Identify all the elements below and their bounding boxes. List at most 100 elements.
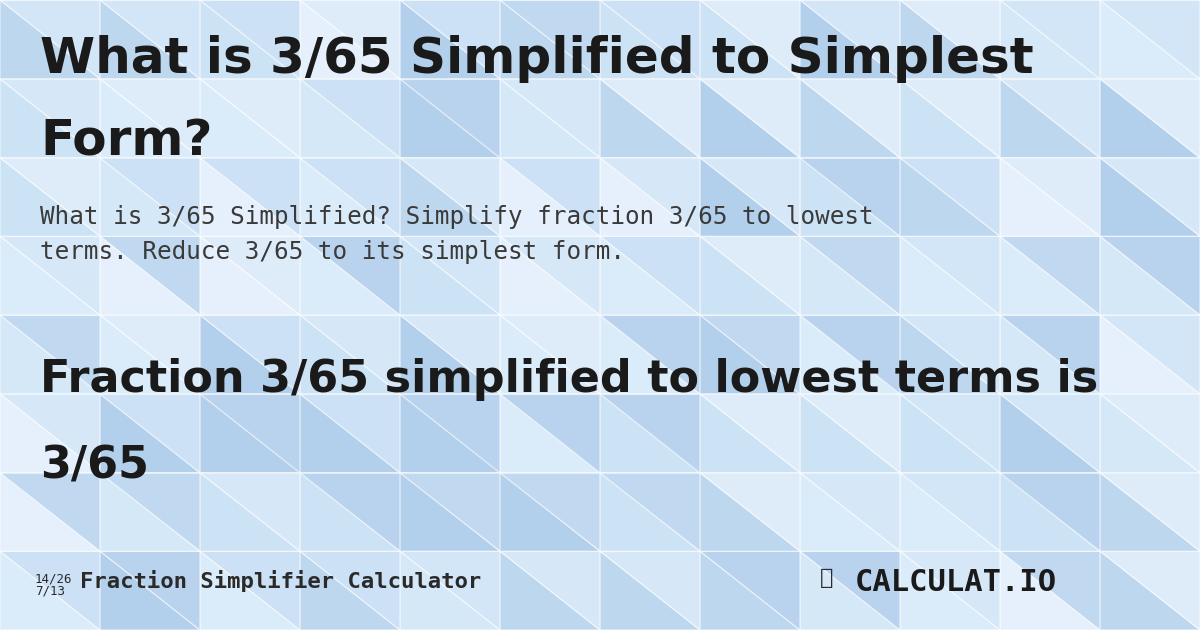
Polygon shape <box>700 79 800 158</box>
Polygon shape <box>500 158 600 236</box>
Polygon shape <box>700 236 800 315</box>
Polygon shape <box>1100 472 1200 551</box>
Polygon shape <box>700 158 800 236</box>
Polygon shape <box>600 79 700 158</box>
Polygon shape <box>0 551 100 630</box>
Polygon shape <box>700 394 800 472</box>
Polygon shape <box>100 236 200 315</box>
Polygon shape <box>0 472 100 551</box>
Polygon shape <box>200 551 300 630</box>
Polygon shape <box>1100 551 1200 630</box>
Polygon shape <box>900 0 1000 79</box>
Polygon shape <box>100 315 200 394</box>
Polygon shape <box>300 236 400 315</box>
Polygon shape <box>300 551 400 630</box>
Text: 14/26: 14/26 <box>35 572 72 585</box>
Polygon shape <box>0 315 100 394</box>
Polygon shape <box>1000 315 1100 394</box>
Polygon shape <box>200 79 300 158</box>
Polygon shape <box>200 394 300 472</box>
Polygon shape <box>800 236 900 315</box>
Polygon shape <box>1000 551 1100 630</box>
Polygon shape <box>400 315 500 394</box>
Polygon shape <box>100 236 200 315</box>
Polygon shape <box>400 79 500 158</box>
Polygon shape <box>900 79 1000 158</box>
Text: CALCULAT.IO: CALCULAT.IO <box>854 568 1057 597</box>
Polygon shape <box>100 472 200 551</box>
Polygon shape <box>100 472 200 551</box>
Polygon shape <box>700 551 800 630</box>
Polygon shape <box>1100 79 1200 158</box>
Polygon shape <box>1000 158 1100 236</box>
Polygon shape <box>1000 158 1100 236</box>
Polygon shape <box>700 315 800 394</box>
Polygon shape <box>600 315 700 394</box>
Polygon shape <box>0 0 100 79</box>
Polygon shape <box>100 79 200 158</box>
Polygon shape <box>1100 0 1200 79</box>
Polygon shape <box>800 0 900 79</box>
Polygon shape <box>700 472 800 551</box>
Polygon shape <box>1100 236 1200 315</box>
Polygon shape <box>400 158 500 236</box>
Polygon shape <box>900 315 1000 394</box>
Polygon shape <box>900 79 1000 158</box>
Text: What is 3/65 Simplified to Simplest: What is 3/65 Simplified to Simplest <box>40 35 1033 83</box>
Polygon shape <box>600 315 700 394</box>
Polygon shape <box>500 236 600 315</box>
Polygon shape <box>500 394 600 472</box>
Polygon shape <box>900 158 1000 236</box>
Polygon shape <box>1100 158 1200 236</box>
Polygon shape <box>0 315 100 394</box>
Polygon shape <box>1100 394 1200 472</box>
Polygon shape <box>900 472 1000 551</box>
Polygon shape <box>1000 394 1100 472</box>
Polygon shape <box>0 79 100 158</box>
Polygon shape <box>700 394 800 472</box>
Polygon shape <box>300 472 400 551</box>
Polygon shape <box>500 551 600 630</box>
Polygon shape <box>600 472 700 551</box>
Polygon shape <box>200 315 300 394</box>
Polygon shape <box>700 0 800 79</box>
Polygon shape <box>300 315 400 394</box>
Polygon shape <box>0 158 100 236</box>
Polygon shape <box>1000 236 1100 315</box>
Polygon shape <box>0 0 100 79</box>
Polygon shape <box>1100 315 1200 394</box>
Polygon shape <box>300 79 400 158</box>
Polygon shape <box>900 551 1000 630</box>
Polygon shape <box>1000 472 1100 551</box>
Polygon shape <box>100 79 200 158</box>
Polygon shape <box>200 158 300 236</box>
Polygon shape <box>100 394 200 472</box>
Polygon shape <box>200 315 300 394</box>
Polygon shape <box>600 236 700 315</box>
Polygon shape <box>0 551 100 630</box>
Text: Form?: Form? <box>40 118 212 166</box>
Polygon shape <box>900 236 1000 315</box>
Polygon shape <box>1000 0 1100 79</box>
Polygon shape <box>1100 394 1200 472</box>
Polygon shape <box>800 551 900 630</box>
Polygon shape <box>200 394 300 472</box>
Polygon shape <box>500 0 600 79</box>
Polygon shape <box>100 0 200 79</box>
Polygon shape <box>800 472 900 551</box>
Polygon shape <box>1100 551 1200 630</box>
Polygon shape <box>800 315 900 394</box>
Polygon shape <box>700 236 800 315</box>
Polygon shape <box>400 0 500 79</box>
Polygon shape <box>500 551 600 630</box>
Polygon shape <box>0 236 100 315</box>
Polygon shape <box>100 158 200 236</box>
Polygon shape <box>1000 79 1100 158</box>
Polygon shape <box>800 394 900 472</box>
Text: Fraction 3/65 simplified to lowest terms is: Fraction 3/65 simplified to lowest terms… <box>40 358 1098 401</box>
Polygon shape <box>1100 236 1200 315</box>
Polygon shape <box>700 551 800 630</box>
Polygon shape <box>800 79 900 158</box>
Text: terms. Reduce 3/65 to its simplest form.: terms. Reduce 3/65 to its simplest form. <box>40 240 625 264</box>
Polygon shape <box>400 472 500 551</box>
